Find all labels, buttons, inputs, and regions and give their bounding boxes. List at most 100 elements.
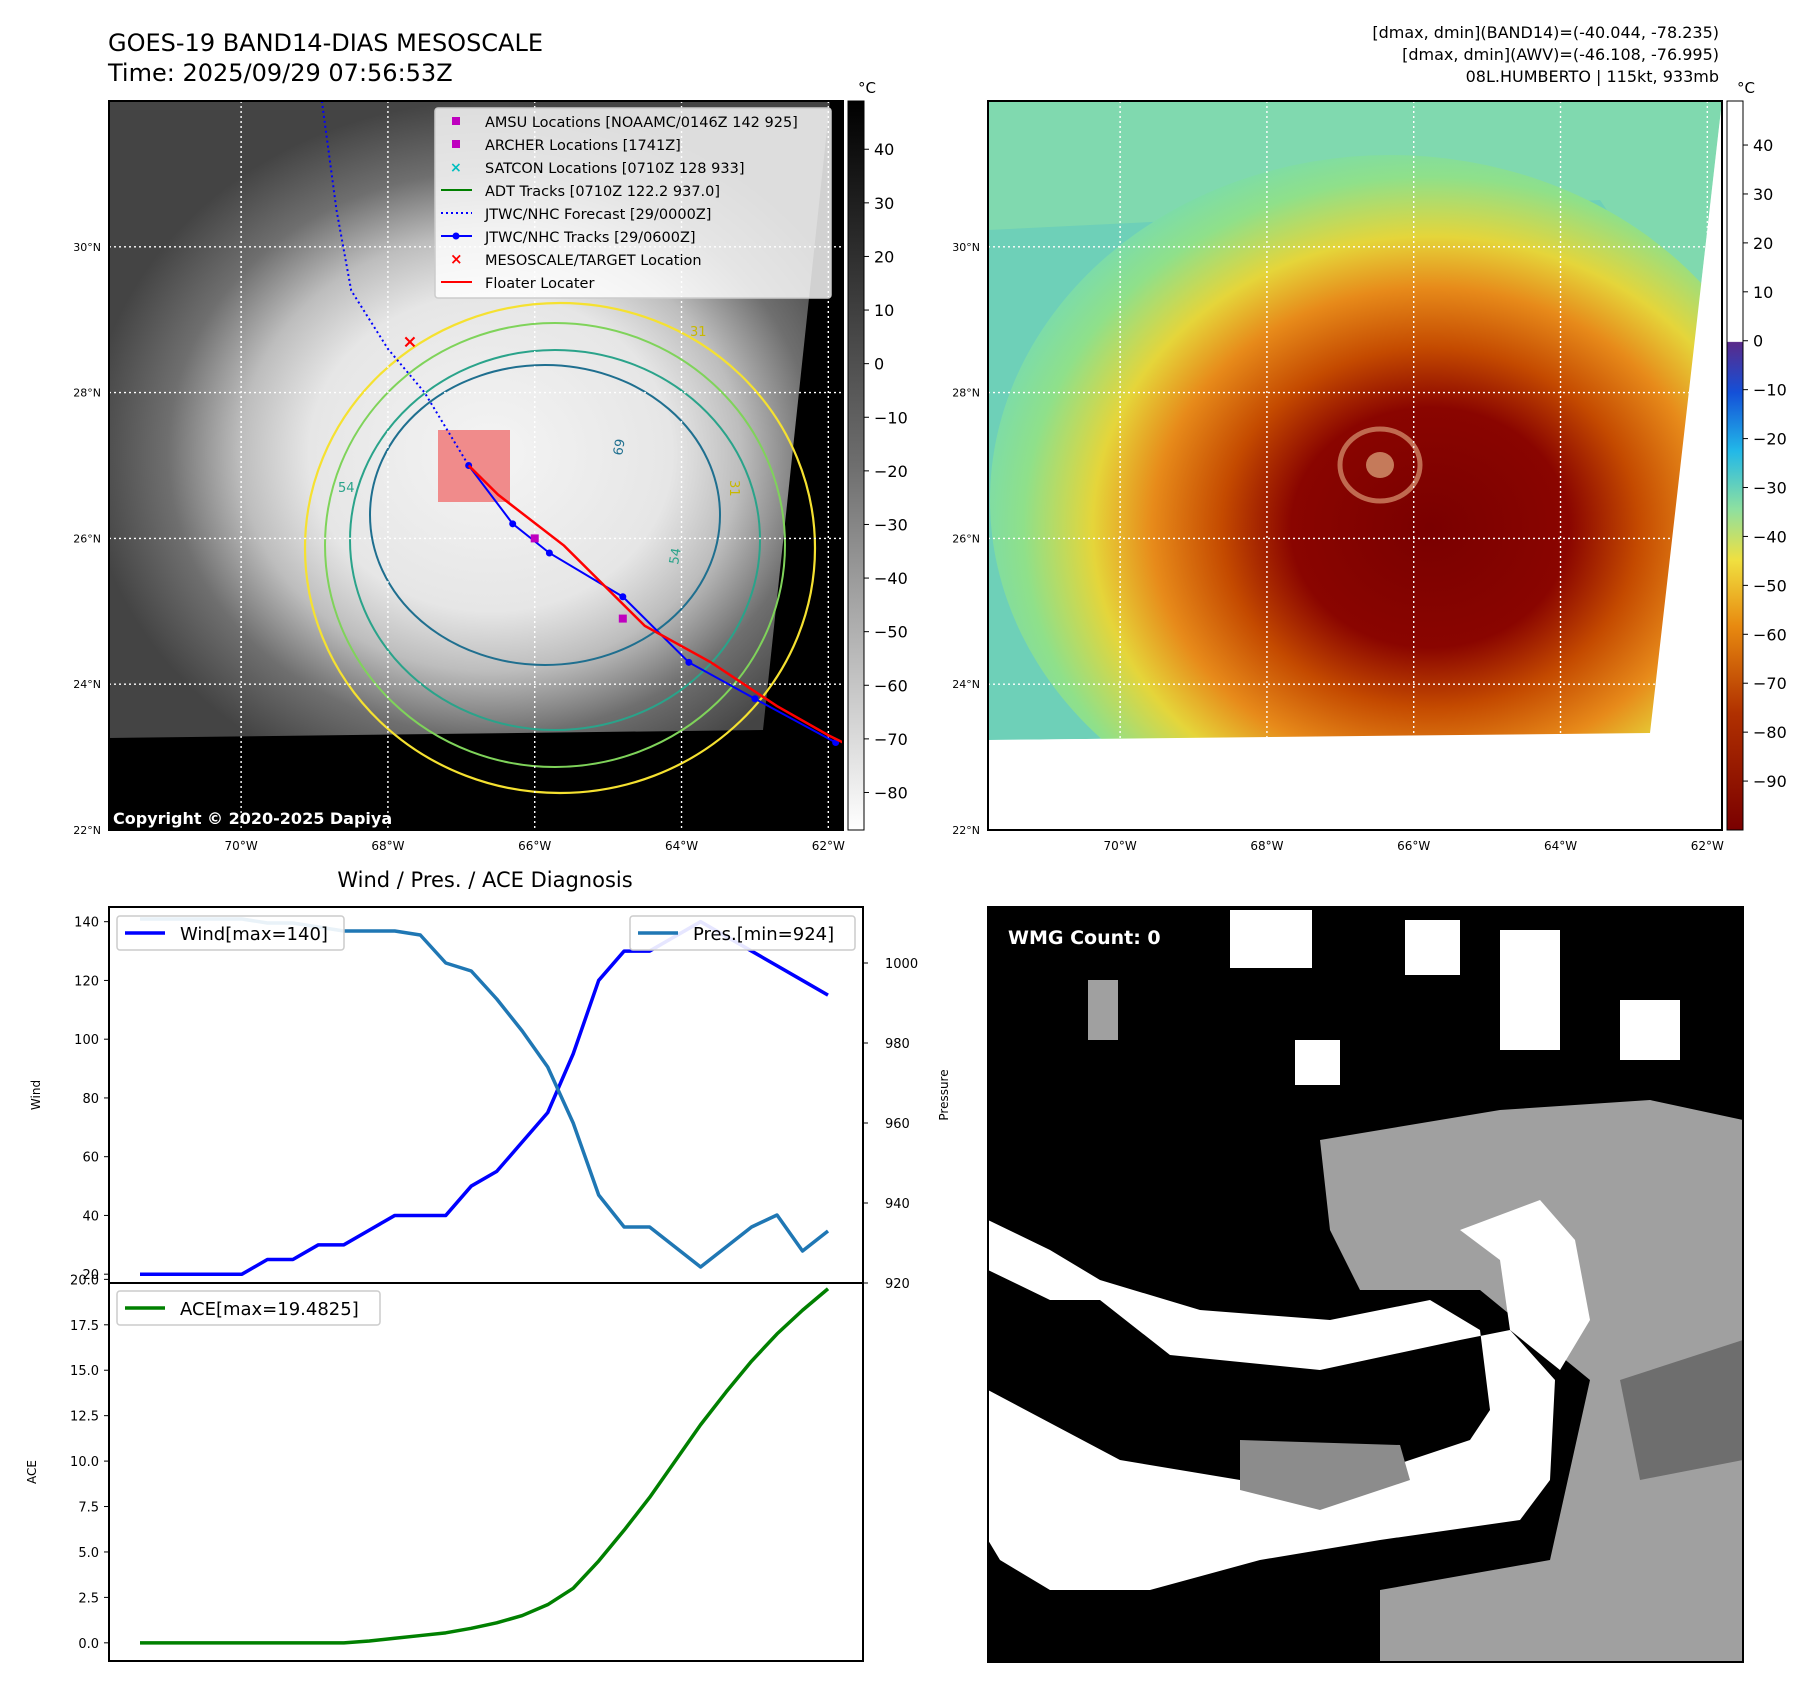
- ir-contour-54b: [349, 349, 761, 731]
- wind-series-line: [140, 919, 829, 1276]
- pressure-legend-box: [629, 915, 856, 951]
- target-marker: ×: [402, 332, 417, 353]
- stats-line2: [dmax, dmin](AWV)=(-46.108, -76.995): [1402, 45, 1719, 64]
- colorbar-tick-label: 10: [874, 301, 894, 320]
- best-track-point: [545, 549, 553, 557]
- legend-label: JTWC/NHC Tracks [29/0600Z]: [484, 230, 696, 246]
- wind-pressure-chart: 20 40 60 80 100 120 140 920 940 960 980 1000: [74, 916, 918, 1292]
- awv-eye-center: [1366, 452, 1394, 478]
- wind-tick-label: 140: [74, 916, 99, 931]
- lon-tick-label: 68°W: [371, 839, 404, 853]
- colorbar-tick-label: −80: [1753, 723, 1787, 742]
- legend-label: ADT Tracks [0710Z 122.2 937.0]: [485, 184, 720, 200]
- colorbar-tick-label: 30: [874, 194, 894, 213]
- ir-contour-label: 69: [611, 438, 629, 457]
- lon-tick-label: 70°W: [225, 839, 258, 853]
- pressure-axis-label: Pressure: [937, 1069, 951, 1120]
- awv-map-panel: [988, 101, 1722, 830]
- ir-contour-label: 54: [338, 481, 355, 496]
- wind-tick-label: 40: [82, 1209, 99, 1224]
- colorbar-tick-label: −70: [1753, 674, 1787, 693]
- amsu-marker: [530, 534, 539, 543]
- legend-label: Floater Locater: [485, 276, 594, 292]
- colorbar-tick-label: 20: [874, 247, 894, 266]
- colorbar-tick-label: 40: [874, 140, 894, 159]
- lat-tick-label: 30°N: [73, 241, 101, 254]
- lon-tick-label: 62°W: [812, 839, 845, 853]
- pressure-tick-label: 920: [885, 1277, 910, 1292]
- ir-colorbar-unit: °C: [858, 79, 876, 97]
- wind-legend-box: [116, 915, 345, 951]
- ir-contour-31: [303, 301, 817, 795]
- ace-legend-box: [116, 1290, 381, 1326]
- awv-colorbar-ticks: 40 30 20 10 0 −10 −20 −30 −40 −50 −60 −70 −80 −90: [1743, 136, 1787, 791]
- colorbar-tick-label: −10: [874, 408, 908, 427]
- figure-title-line1: GOES-19 BAND14-DIAS MESOSCALE: [108, 29, 543, 57]
- colorbar-tick-label: 30: [1753, 185, 1773, 204]
- forecast-track-line: [320, 100, 470, 467]
- stats-line3: 08L.HUMBERTO | 115kt, 933mb: [1466, 67, 1719, 86]
- lon-tick-label: 64°W: [1544, 839, 1577, 853]
- ir-colorbar: [847, 100, 865, 831]
- mesoscale-target-box: [438, 430, 510, 502]
- colorbar-tick-label: −70: [874, 730, 908, 749]
- diagnosis-title: Wind / Pres. / ACE Diagnosis: [337, 868, 632, 892]
- floater-track-line: [467, 464, 844, 744]
- archer-legend-marker: [452, 140, 460, 148]
- pressure-legend-label: Pres.[min=924]: [693, 924, 834, 945]
- colorbar-tick-label: −20: [1753, 430, 1787, 449]
- lon-tick-label: 66°W: [1397, 839, 1430, 853]
- colorbar-tick-label: −50: [874, 623, 908, 642]
- lat-tick-label: 24°N: [952, 678, 980, 691]
- awv-nodata-bottom: [988, 101, 1722, 830]
- best-track-point: [685, 658, 693, 666]
- colorbar-tick-label: −30: [874, 515, 908, 534]
- ace-tick-label: 7.5: [78, 1501, 99, 1516]
- best-track-legend-dot: [452, 232, 460, 240]
- stats-line1: [dmax, dmin](BAND14)=(-40.044, -78.235): [1372, 23, 1719, 42]
- awv-gridlines: 30°N 28°N 26°N 24°N 22°N 70°W 68°W 66°W 64°W 62°W: [952, 101, 1724, 853]
- lat-tick-label: 22°N: [952, 824, 980, 837]
- wmg-dark-gray-region: [1620, 1340, 1743, 1480]
- wmg-white-block: [1405, 920, 1460, 975]
- pressure-tick-label: 980: [885, 1037, 910, 1052]
- archer-marker: [618, 614, 627, 623]
- ir-legend-box: [434, 107, 832, 299]
- colorbar-tick-label: 20: [1753, 234, 1773, 253]
- awv-colorbar: [1726, 100, 1744, 831]
- wind-tick-label: 60: [82, 1151, 99, 1166]
- wind-axis-label: Wind: [29, 1080, 43, 1110]
- lat-tick-label: 26°N: [952, 532, 980, 545]
- wmg-white-block: [1230, 910, 1312, 968]
- colorbar-tick-label: −10: [1753, 381, 1787, 400]
- ace-tick-label: 5.0: [78, 1546, 99, 1561]
- colorbar-tick-label: −60: [1753, 625, 1787, 644]
- ace-chart: 0.0 2.5 5.0 7.5 10.0 12.5 15.0 17.5 20.0: [70, 1273, 830, 1652]
- legend-label: SATCON Locations [0710Z 128 933]: [485, 161, 744, 177]
- ace-tick-label: 15.0: [70, 1364, 99, 1379]
- satcon-legend-marker: ×: [450, 160, 462, 176]
- lon-tick-label: 62°W: [1691, 839, 1724, 853]
- lon-tick-label: 70°W: [1104, 839, 1137, 853]
- colorbar-tick-label: −20: [874, 462, 908, 481]
- ir-legend: AMSU Locations [NOAAMC/0146Z 142 925] AR…: [434, 107, 832, 299]
- colorbar-tick-label: 0: [1753, 332, 1763, 351]
- wmg-white-arc: [1460, 1200, 1590, 1370]
- lat-tick-label: 26°N: [73, 532, 101, 545]
- lat-tick-label: 30°N: [952, 241, 980, 254]
- ace-tick-label: 12.5: [70, 1410, 99, 1425]
- colorbar-tick-label: −40: [1753, 527, 1787, 546]
- ace-tick-label: 20.0: [70, 1273, 99, 1288]
- wmg-white-ring: [988, 1220, 1555, 1590]
- ir-colorbar-ticks: 40 30 20 10 0 −10 −20 −30 −40 −50 −60 −70 −80: [864, 140, 908, 802]
- wmg-white-block: [1295, 1040, 1340, 1085]
- colorbar-tick-label: −60: [874, 676, 908, 695]
- awv-colorbar-unit: °C: [1737, 79, 1755, 97]
- colorbar-tick-label: 40: [1753, 136, 1773, 155]
- wmg-frame: [987, 906, 1744, 1663]
- lon-tick-label: 68°W: [1250, 839, 1283, 853]
- ir-contour-label: 54: [667, 547, 685, 566]
- pressure-tick-label: 940: [885, 1197, 910, 1212]
- target-legend-marker: ×: [450, 250, 463, 268]
- pressure-tick-label: 1000: [885, 957, 918, 972]
